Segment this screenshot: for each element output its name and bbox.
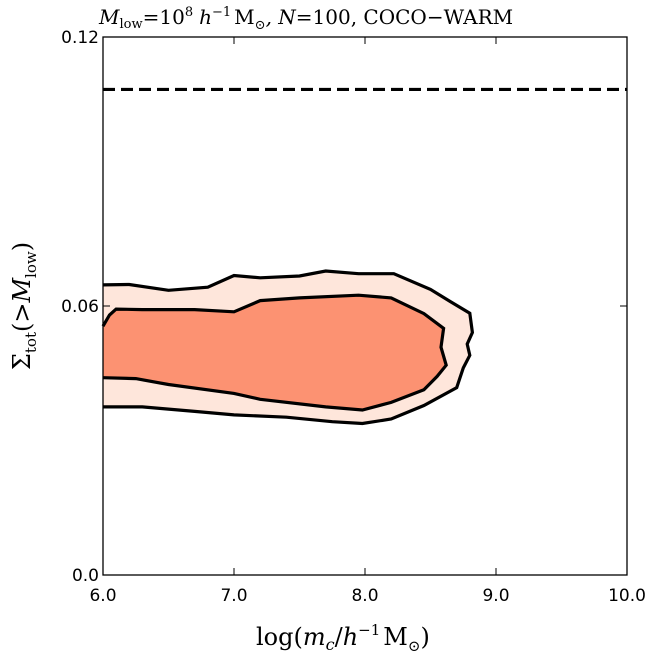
inner-contour-fill [103,295,447,410]
contour-layer [101,269,475,426]
y-tick-label: 0.12 [61,28,99,48]
chart-title: Mlow=108 h−1 M⊙, N=100, COCO−WARM [98,5,513,33]
y-tick-label: 0.0 [72,566,99,586]
y-axis-label: Σtot(>Mlow) [8,242,40,370]
axis-ticks: 6.0 7.0 8.0 9.0 10.0 0.0 0.06 0.12 [61,28,646,606]
x-tick-label: 10.0 [608,586,646,606]
x-axis-label: log(mc/h−1 M⊙) [256,621,430,655]
inner-contour-outline [101,293,448,412]
x-tick-label: 6.0 [89,586,116,606]
x-tick-label: 8.0 [351,586,378,606]
y-tick-label: 0.06 [61,297,99,317]
outer-contour-outline [102,269,475,426]
x-tick-label: 7.0 [220,586,247,606]
x-tick-label: 9.0 [482,586,509,606]
